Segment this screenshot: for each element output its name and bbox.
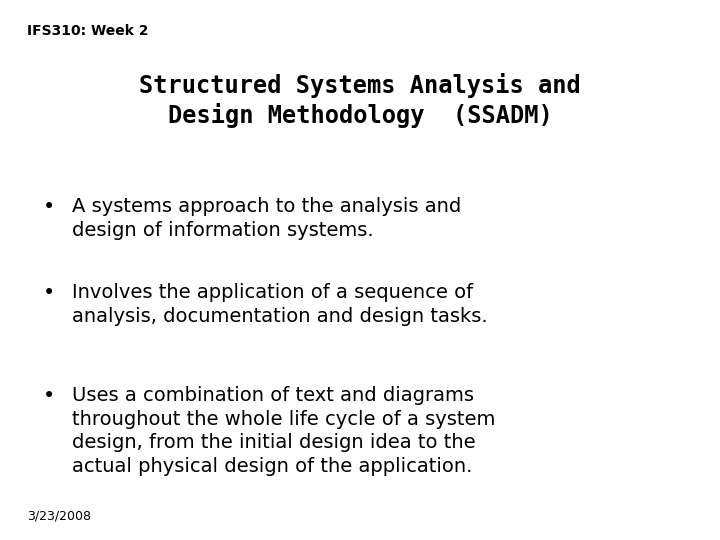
Text: •: • [43,284,55,303]
Text: Uses a combination of text and diagrams
throughout the whole life cycle of a sys: Uses a combination of text and diagrams … [72,386,495,476]
Text: •: • [43,197,55,217]
Text: A systems approach to the analysis and
design of information systems.: A systems approach to the analysis and d… [72,197,462,240]
Text: •: • [43,386,55,406]
Text: Structured Systems Analysis and
Design Methodology  (SSADM): Structured Systems Analysis and Design M… [139,73,581,128]
Text: 3/23/2008: 3/23/2008 [27,510,91,523]
Text: IFS310: Week 2: IFS310: Week 2 [27,24,149,38]
Text: Involves the application of a sequence of
analysis, documentation and design tas: Involves the application of a sequence o… [72,284,487,326]
